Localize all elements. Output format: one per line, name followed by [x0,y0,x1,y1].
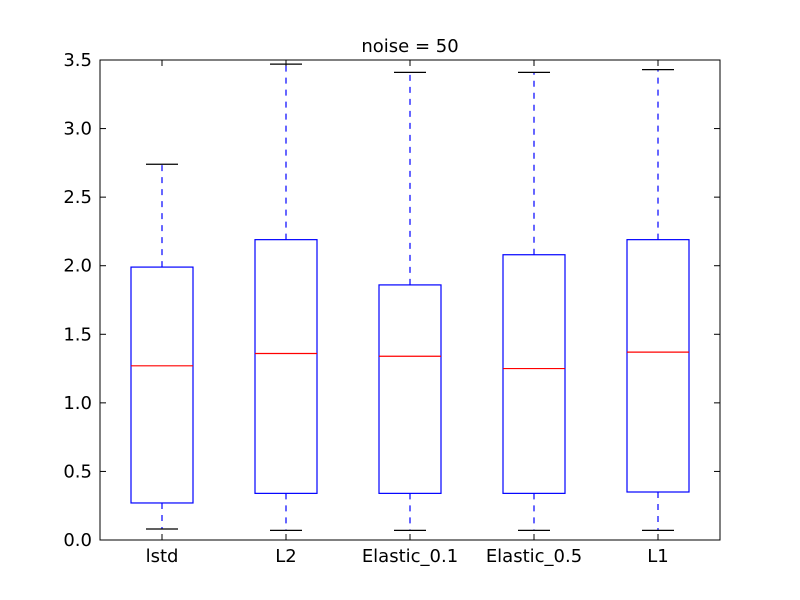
iqr-box [626,239,690,493]
x-tick-label: Elastic_0.1 [362,546,458,567]
box-group [502,71,566,532]
iqr-box [254,239,318,494]
box-group [378,71,442,532]
iqr-box [130,266,194,504]
iqr-box [502,254,566,494]
boxes-layer [130,63,690,532]
y-tick-label: 1.0 [63,393,92,414]
x-tick-label: L1 [647,546,668,567]
iqr-box [378,284,442,494]
plot-area-frame [99,59,721,541]
box-group [626,68,690,532]
y-tick-label: 2.0 [63,256,92,277]
y-tick-label: 2.5 [63,187,92,208]
x-tick-label: Elastic_0.5 [486,546,582,567]
x-tick-label: lstd [146,546,179,567]
y-tick-label: 3.0 [63,119,92,140]
ticks-layer: lstd L2 Elastic_0.1 Elastic_0.5 L1 0.0 0.5 1.0 1… [63,50,720,567]
y-tick-label: 3.5 [63,50,92,71]
box-group [130,163,194,530]
y-tick-label: 1.5 [63,324,92,345]
chart-title: noise = 50 [361,36,458,57]
y-tick-label: 0.0 [63,530,92,551]
box-group [254,63,318,532]
x-tick-label: L2 [275,546,296,567]
y-tick-label: 0.5 [63,461,92,482]
